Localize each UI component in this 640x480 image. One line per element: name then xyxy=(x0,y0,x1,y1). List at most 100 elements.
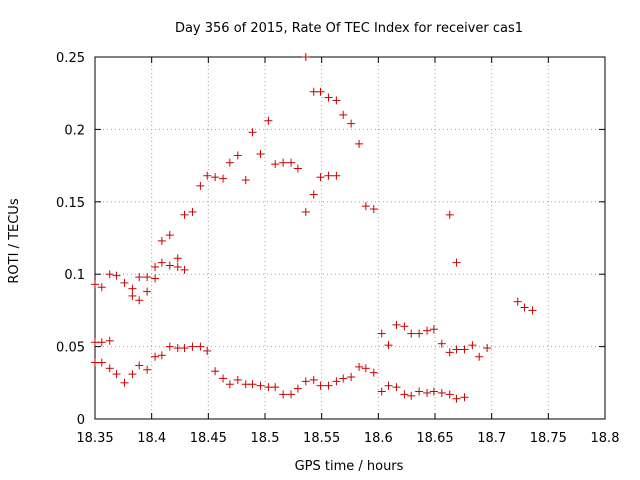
data-point xyxy=(112,370,121,379)
data-point xyxy=(423,388,432,397)
data-point xyxy=(188,207,197,216)
x-tick-label: 18.6 xyxy=(364,431,393,446)
data-point xyxy=(407,391,416,400)
data-point xyxy=(460,393,469,402)
data-point xyxy=(135,273,144,282)
y-tick-label: 0.25 xyxy=(56,51,85,66)
data-point xyxy=(105,270,114,279)
data-point xyxy=(248,380,257,389)
data-point xyxy=(112,271,121,280)
data-point xyxy=(361,364,370,373)
data-point xyxy=(248,128,257,137)
data-point xyxy=(225,380,234,389)
data-point xyxy=(460,345,469,354)
data-point xyxy=(151,262,160,271)
data-point xyxy=(271,160,280,169)
data-point xyxy=(211,173,220,182)
data-point xyxy=(219,174,228,183)
data-point xyxy=(219,374,228,383)
data-point xyxy=(347,119,356,128)
data-point xyxy=(211,367,220,376)
data-point xyxy=(392,320,401,329)
data-point xyxy=(151,274,160,283)
data-point xyxy=(369,205,378,214)
data-point xyxy=(157,351,166,360)
data-point xyxy=(415,329,424,338)
data-point xyxy=(452,345,461,354)
data-point xyxy=(128,291,137,300)
axis-ticks: 18.35 18.4 18.45 18.5 18.55 18.6 18.65 18.7 18.7… xyxy=(56,51,619,446)
data-point xyxy=(407,329,416,338)
data-point xyxy=(301,377,310,386)
data-point xyxy=(196,342,205,351)
data-point xyxy=(400,390,409,399)
data-point xyxy=(437,339,446,348)
data-point xyxy=(483,344,492,353)
data-point xyxy=(369,368,378,377)
data-point xyxy=(143,273,152,282)
data-point xyxy=(309,375,318,384)
data-point xyxy=(225,158,234,167)
data-point xyxy=(347,373,356,382)
data-point xyxy=(316,173,325,182)
data-point xyxy=(301,53,310,61)
x-tick-label: 18.45 xyxy=(190,431,227,446)
data-point xyxy=(339,374,348,383)
data-point xyxy=(120,278,129,287)
data-point xyxy=(241,176,250,185)
data-point xyxy=(528,306,537,315)
data-point xyxy=(279,158,288,167)
data-point xyxy=(452,258,461,267)
x-tick-label: 18.4 xyxy=(137,431,166,446)
data-point xyxy=(203,346,212,355)
data-point xyxy=(203,171,212,180)
x-tick-label: 18.7 xyxy=(477,431,506,446)
data-point xyxy=(309,87,318,96)
x-tick-label: 18.75 xyxy=(530,431,567,446)
data-point xyxy=(332,96,341,105)
data-point xyxy=(165,261,174,270)
data-point xyxy=(241,380,250,389)
chart-title: Day 356 of 2015, Rate Of TEC Index for r… xyxy=(175,21,523,36)
data-point xyxy=(355,362,364,371)
data-point xyxy=(452,394,461,403)
data-point xyxy=(301,207,310,216)
y-tick-label: 0.05 xyxy=(56,341,85,356)
x-tick-label: 18.35 xyxy=(76,431,113,446)
data-point xyxy=(445,390,454,399)
data-point xyxy=(400,322,409,331)
data-point xyxy=(180,210,189,219)
data-point xyxy=(135,296,144,305)
data-point xyxy=(429,325,438,334)
data-point xyxy=(264,116,273,125)
data-point xyxy=(256,381,265,390)
data-point xyxy=(135,361,144,370)
data-point xyxy=(173,344,182,353)
data-point xyxy=(520,303,529,312)
data-point xyxy=(264,383,273,392)
data-point xyxy=(339,110,348,119)
data-points xyxy=(91,53,537,403)
data-point xyxy=(279,390,288,399)
plot-frame xyxy=(94,56,606,420)
data-point xyxy=(233,151,242,160)
data-point xyxy=(324,93,333,102)
data-point xyxy=(392,383,401,392)
data-point xyxy=(324,171,333,180)
data-point xyxy=(196,181,205,190)
y-axis-label: ROTI / TECUs xyxy=(7,198,22,283)
data-point xyxy=(157,236,166,245)
data-point xyxy=(143,287,152,296)
data-point xyxy=(332,377,341,386)
data-point xyxy=(97,338,106,347)
data-point xyxy=(120,378,129,387)
x-tick-label: 18.55 xyxy=(303,431,340,446)
data-point xyxy=(361,202,370,211)
data-point xyxy=(180,344,189,353)
x-axis-label: GPS time / hours xyxy=(295,459,404,474)
x-tick-label: 18.8 xyxy=(591,431,620,446)
data-point xyxy=(188,342,197,351)
data-point xyxy=(377,387,386,396)
data-point xyxy=(105,364,114,373)
